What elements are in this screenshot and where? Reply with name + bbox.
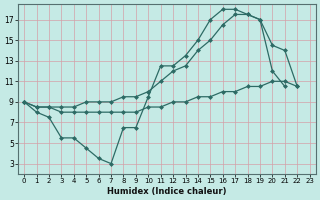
X-axis label: Humidex (Indice chaleur): Humidex (Indice chaleur): [107, 187, 227, 196]
